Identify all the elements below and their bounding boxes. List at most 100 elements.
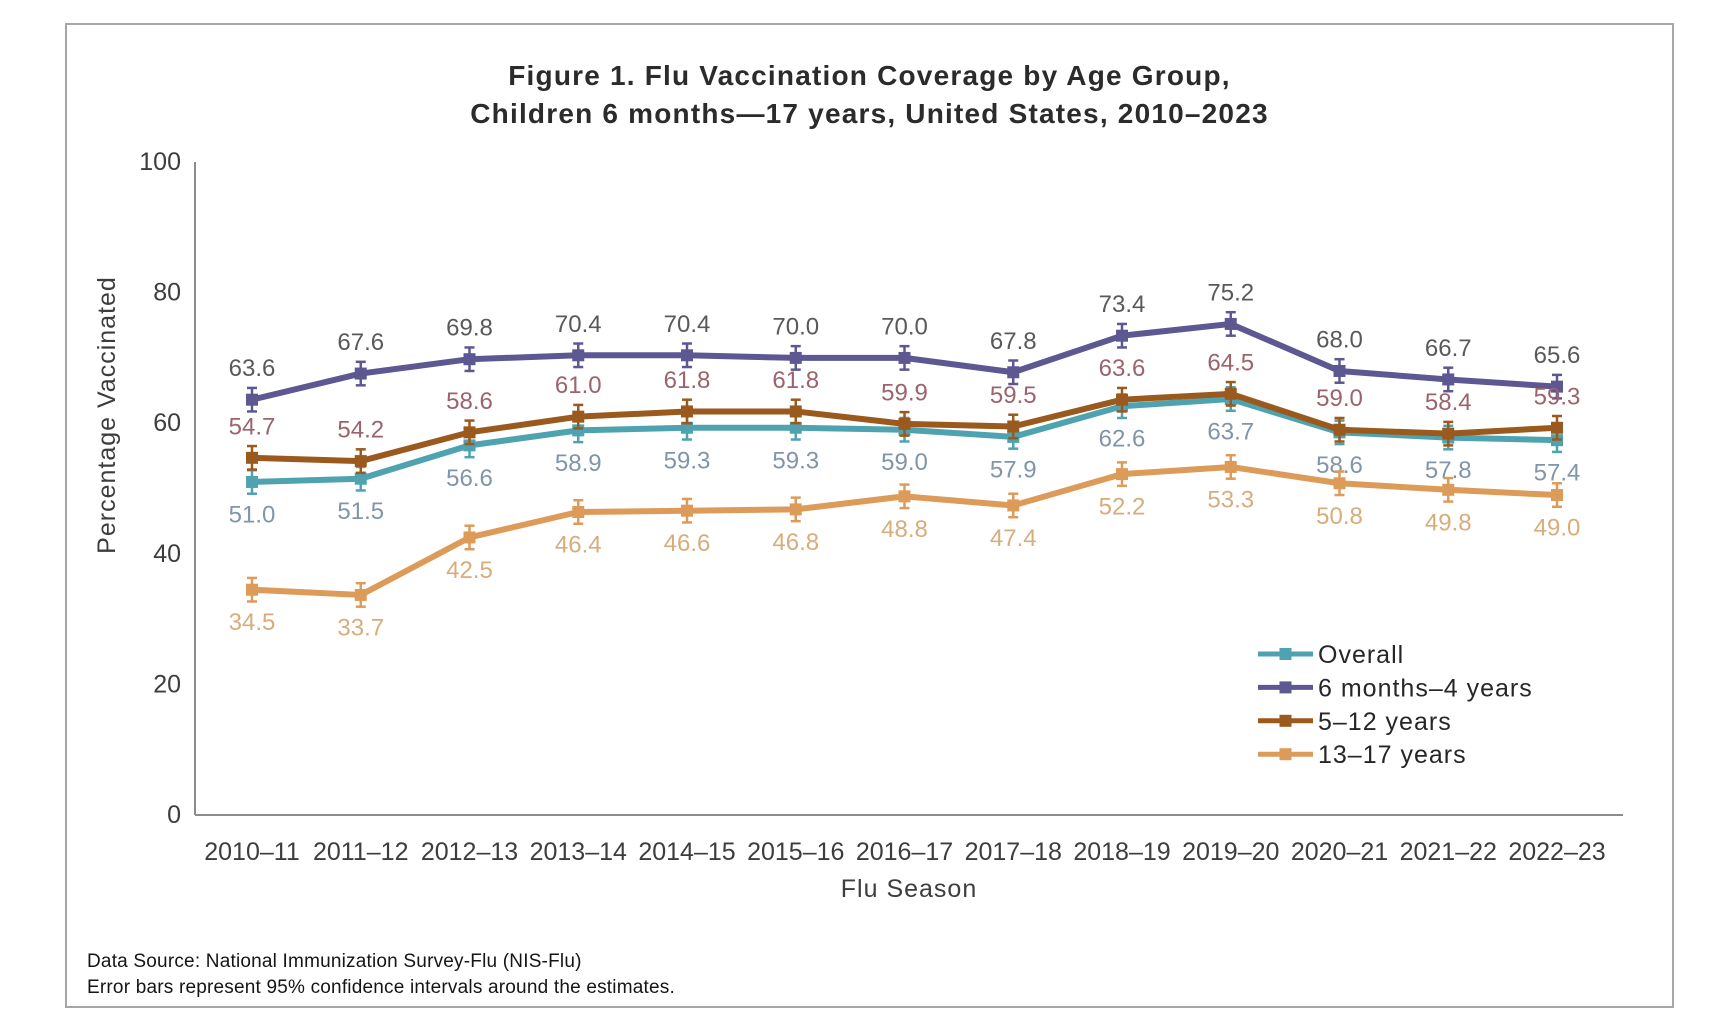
series-marker <box>789 421 802 434</box>
y-axis-tick-label: 0 <box>167 801 181 829</box>
series-marker <box>1007 420 1020 433</box>
series-marker <box>1442 373 1455 386</box>
data-label: 59.0 <box>881 449 928 476</box>
series-marker <box>463 439 476 452</box>
data-label: 70.4 <box>555 311 602 338</box>
series-marker <box>681 504 693 517</box>
series-marker <box>572 410 585 423</box>
data-label: 61.8 <box>664 367 711 394</box>
series-marker <box>463 531 476 544</box>
footnote-line2: Error bars represent 95% confidence inte… <box>87 977 675 998</box>
chart-title: Figure 1. Flu Vaccination Coverage by Ag… <box>67 57 1672 133</box>
y-axis-tick-label: 20 <box>153 670 181 698</box>
series-marker <box>1224 460 1237 473</box>
data-label: 34.5 <box>229 609 276 636</box>
series-5-12-years: 54.7 54.2 58.6 61.0 61.8 61.8 59.9 59.5 63.6 64.5… <box>229 349 1581 475</box>
x-axis-tick-label: 2017–18 <box>965 838 1062 866</box>
series-marker <box>1224 387 1237 400</box>
series-marker <box>1442 483 1455 496</box>
x-axis-tick-label: 2013–14 <box>530 838 627 866</box>
x-axis-tick-label: 2011–12 <box>313 838 408 866</box>
data-label: 49.8 <box>1425 509 1472 536</box>
series-marker <box>1116 393 1128 406</box>
data-label: 53.3 <box>1207 486 1254 513</box>
data-label: 67.6 <box>337 329 384 356</box>
series-marker <box>898 417 911 430</box>
legend-swatch-marker <box>1279 681 1292 694</box>
data-label: 59.0 <box>1316 385 1363 412</box>
x-axis-tick-label: 2016–17 <box>856 838 953 866</box>
legend-item-13-17-years: 13–17 years <box>1258 741 1466 769</box>
series-marker <box>463 426 476 439</box>
data-label: 70.0 <box>881 313 928 340</box>
data-label: 59.3 <box>1534 383 1581 410</box>
data-label: 59.9 <box>881 379 928 406</box>
series-marker <box>463 353 476 366</box>
x-axis-title: Flu Season <box>841 875 977 903</box>
data-label: 42.5 <box>446 557 493 584</box>
x-axis-tick-label: 2014–15 <box>638 838 735 866</box>
chart-title-line1: Figure 1. Flu Vaccination Coverage by Ag… <box>508 60 1231 91</box>
series-marker <box>681 405 693 418</box>
legend-label: 6 months–4 years <box>1318 674 1533 702</box>
axes: 0 20 40 60 80 100 2010–11 2011–12 2012–13 2013–14… <box>93 148 1623 903</box>
legend-item-6-months-4-years: 6 months–4 years <box>1258 674 1533 702</box>
chart-footnote: Data Source: National Immunization Surve… <box>87 949 675 1001</box>
data-label: 49.0 <box>1534 515 1581 542</box>
data-label: 46.8 <box>772 529 819 556</box>
data-label: 61.8 <box>772 367 819 394</box>
data-label: 48.8 <box>881 516 928 543</box>
series-marker <box>1333 423 1346 436</box>
series-marker <box>1442 427 1455 440</box>
series-marker <box>1551 489 1563 502</box>
x-axis-tick-label: 2019–20 <box>1182 838 1279 866</box>
legend-item-overall: Overall <box>1258 641 1404 669</box>
x-axis-tick-label: 2012–13 <box>421 838 518 866</box>
data-label: 58.6 <box>446 388 493 415</box>
y-axis-tick-label: 40 <box>153 540 181 568</box>
series-marker <box>354 588 367 601</box>
x-axis-tick-label: 2018–19 <box>1073 838 1170 866</box>
data-label: 75.2 <box>1207 279 1254 306</box>
legend-label: Overall <box>1318 641 1404 669</box>
data-label: 46.6 <box>664 530 711 557</box>
data-label: 52.2 <box>1099 494 1146 521</box>
data-label: 56.6 <box>446 465 493 492</box>
data-label: 59.3 <box>664 447 711 474</box>
data-label: 59.3 <box>772 447 819 474</box>
data-label: 54.2 <box>337 417 384 444</box>
series-marker <box>572 506 585 519</box>
series-marker <box>354 472 367 485</box>
data-label: 51.5 <box>337 498 384 525</box>
legend-swatch-marker <box>1279 748 1292 761</box>
data-label: 58.4 <box>1425 389 1472 416</box>
y-axis-tick-label: 80 <box>153 279 181 307</box>
data-label: 61.0 <box>555 372 602 399</box>
data-label: 47.4 <box>990 525 1037 552</box>
data-label: 33.7 <box>337 614 384 641</box>
series-marker <box>1551 380 1563 393</box>
series-marker <box>354 367 367 380</box>
data-label: 66.7 <box>1425 335 1472 362</box>
series-marker <box>1007 499 1020 512</box>
series-marker <box>354 455 367 468</box>
x-axis-tick-label: 2021–22 <box>1400 838 1497 866</box>
legend-swatch-marker <box>1279 714 1292 727</box>
series-marker <box>1551 421 1563 434</box>
series-marker <box>246 475 258 488</box>
legend: Overall 6 months–4 years 5–12 years 13–17 y… <box>1258 641 1533 769</box>
data-label: 68.0 <box>1316 326 1363 353</box>
x-axis-tick-label: 2020–21 <box>1291 838 1388 866</box>
series-marker <box>246 393 258 406</box>
y-axis-title: Percentage Vaccinated <box>93 276 121 554</box>
y-axis-tick-label: 60 <box>153 409 181 437</box>
series-marker <box>1333 477 1346 490</box>
series-marker <box>681 349 693 362</box>
data-label: 65.6 <box>1534 342 1581 369</box>
series-marker <box>681 421 693 434</box>
series-marker <box>1224 317 1237 330</box>
footnote-line1: Data Source: National Immunization Surve… <box>87 951 582 972</box>
series-6-months-4-years: 63.6 67.6 69.8 70.4 70.4 70.0 70.0 67.8 73.4 75.2… <box>229 279 1581 413</box>
data-label: 57.9 <box>990 456 1037 483</box>
data-label: 50.8 <box>1316 503 1363 530</box>
